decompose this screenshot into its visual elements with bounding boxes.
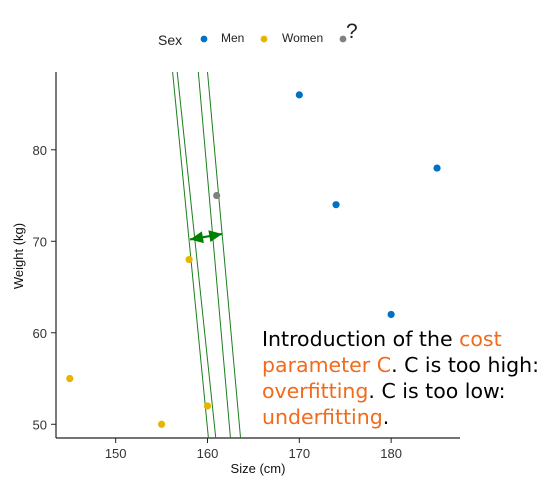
legend: Sex Men Women? — [158, 20, 358, 48]
annotation-highlight: cost parameter C — [262, 327, 502, 377]
annotation-text: Introduction of the cost parameter C. C … — [262, 326, 550, 430]
annotation-highlight: overfitting — [262, 379, 369, 403]
legend-key — [260, 35, 268, 43]
data-point — [185, 255, 193, 264]
y-tick-label: 50 — [33, 417, 47, 432]
data-point — [387, 310, 395, 319]
data-point — [332, 201, 340, 209]
margin-arrow — [189, 230, 223, 244]
y-tick-label: 70 — [33, 234, 47, 249]
annotation-segment: . — [382, 405, 390, 429]
x-axis-title: Size (cm) — [231, 461, 286, 476]
margin-arrow-head — [190, 231, 204, 244]
annotation-highlight: underfitting — [262, 405, 383, 429]
annotation-segment: . C is too low: — [368, 379, 506, 403]
legend-title: Sex — [158, 32, 182, 48]
x-tick-label: 170 — [288, 446, 310, 461]
x-tick-label: 160 — [197, 446, 219, 461]
y-tick-label: 60 — [33, 326, 47, 341]
data-point — [295, 91, 303, 99]
legend-key — [339, 35, 347, 43]
margin-arrow-head — [208, 230, 223, 243]
boundary-line — [207, 71, 242, 439]
x-tick-label: 180 — [380, 446, 402, 461]
data-points — [66, 91, 441, 428]
y-axis-title: Weight (kg) — [11, 223, 26, 289]
data-point — [66, 374, 74, 383]
annotation-segment: Introduction of the — [262, 327, 460, 351]
boundary-line — [197, 71, 231, 439]
data-point — [203, 402, 212, 410]
plot-axes: 150 160 170 180 50 60 70 80 Size (cm) Weight (… — [11, 72, 460, 476]
legend-label: ? — [346, 20, 358, 43]
legend-key — [200, 35, 208, 43]
annotation-segment: . C is too high: — [391, 353, 540, 377]
y-tick-label: 80 — [33, 143, 47, 158]
decision-boundaries — [172, 71, 242, 439]
legend-label: Women — [282, 31, 323, 45]
x-tick-label: 150 — [105, 446, 127, 461]
data-point — [433, 164, 441, 172]
data-point — [213, 191, 221, 200]
data-point — [157, 420, 166, 428]
legend-label: Men — [221, 31, 244, 45]
boundary-line — [176, 71, 217, 439]
boundary-line — [172, 71, 209, 439]
